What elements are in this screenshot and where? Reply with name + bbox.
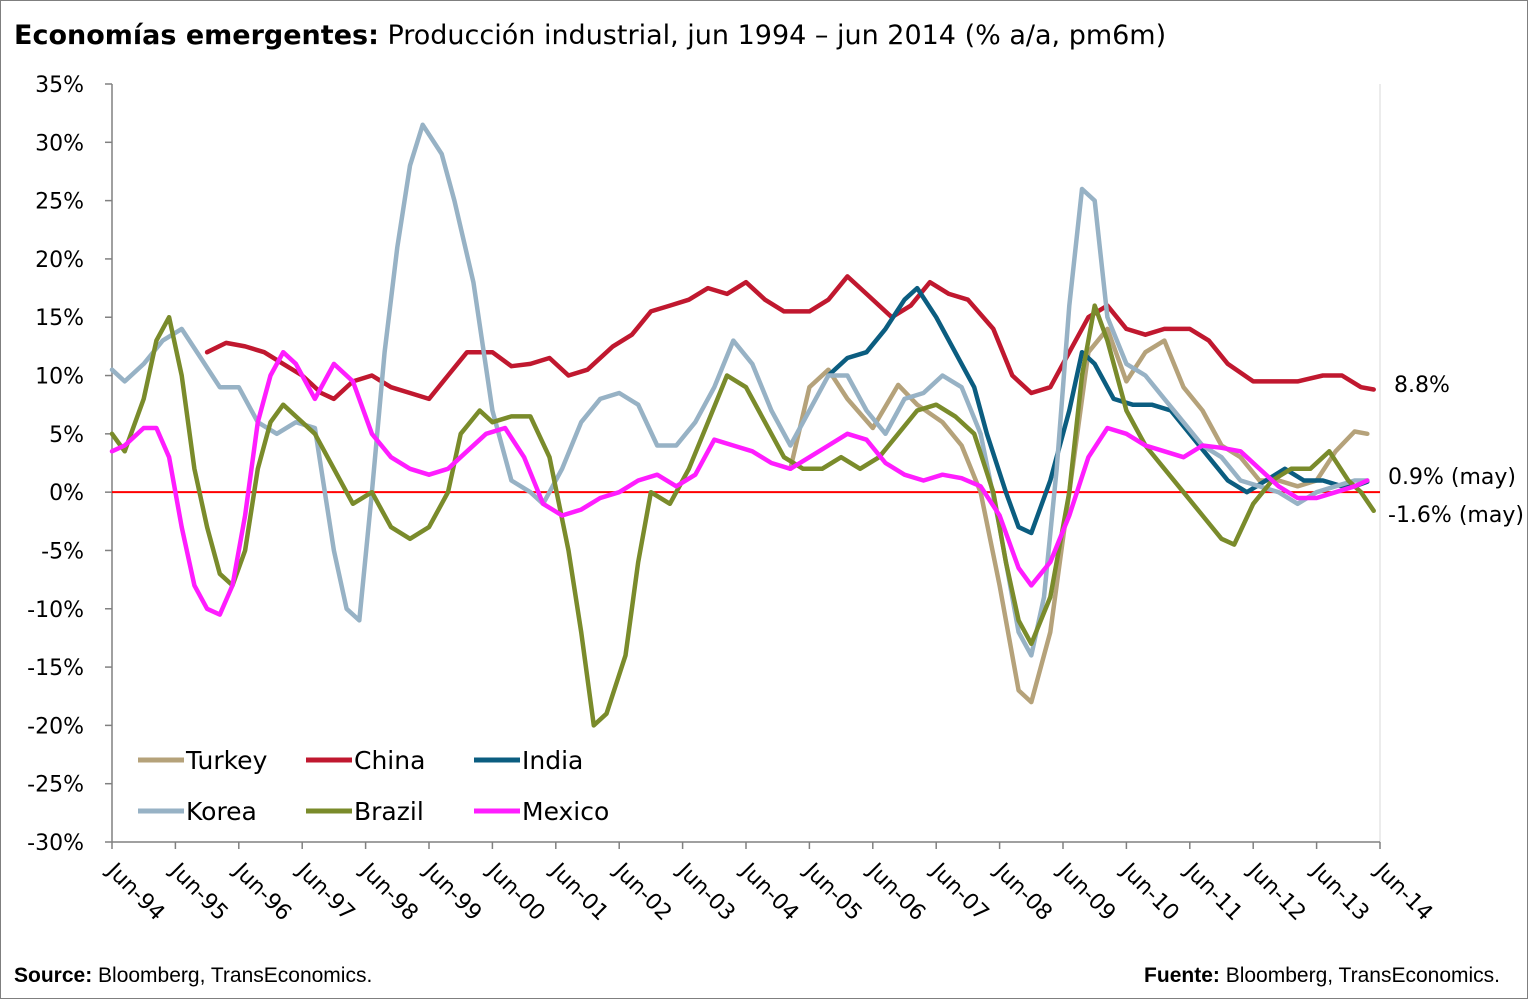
end-value-annotation: 8.8% <box>1394 373 1450 398</box>
legend-label-korea: Korea <box>186 797 257 826</box>
title-rest: Producción industrial, jun 1994 – jun 20… <box>378 20 1167 51</box>
title-bold: Economías emergentes: <box>14 20 379 51</box>
x-tick-label: Jun-09 <box>1051 857 1120 926</box>
y-tick-label: 20% <box>35 248 84 273</box>
x-tick-label: Jun-10 <box>1115 857 1184 926</box>
y-tick-label: -30% <box>27 831 84 856</box>
legend-label-turkey: Turkey <box>185 746 268 775</box>
y-tick-label: 10% <box>35 365 84 390</box>
y-tick-label: -15% <box>27 656 84 681</box>
x-tick-label: Jun-14 <box>1368 857 1437 926</box>
x-tick-label: Jun-13 <box>1305 857 1374 926</box>
footer-source-label: Source: <box>14 964 93 987</box>
y-tick-label: 15% <box>35 306 84 331</box>
footer-source-text: Bloomberg, TransEconomics. <box>92 964 373 987</box>
x-tick-label: Jun-05 <box>798 857 867 926</box>
end-value-annotation: -1.6% (may) <box>1388 503 1524 528</box>
footer-fuente: Fuente: Bloomberg, TransEconomics. <box>1144 964 1500 988</box>
x-tick-label: Jun-97 <box>291 857 360 926</box>
y-tick-label: 5% <box>49 423 84 448</box>
series-line-india <box>826 285 1370 536</box>
legend-label-india: India <box>522 746 583 775</box>
x-tick-label: Jun-03 <box>671 857 740 926</box>
y-tick-label: 25% <box>35 190 84 215</box>
y-tick-label: -10% <box>27 598 84 623</box>
x-tick-label: Jun-96 <box>227 857 296 926</box>
x-tick-label: Jun-08 <box>988 857 1057 926</box>
series-line-brazil <box>109 303 1376 728</box>
footer-fuente-text: Bloomberg, TransEconomics. <box>1219 964 1500 987</box>
x-tick-label: Jun-99 <box>417 857 486 926</box>
y-tick-label: -20% <box>27 714 84 739</box>
series-line-korea <box>109 122 1370 658</box>
x-tick-label: Jun-95 <box>164 857 233 926</box>
x-tick-label: Jun-00 <box>481 857 550 926</box>
footer-source: Source: Bloomberg, TransEconomics. <box>14 964 372 988</box>
legend-label-china: China <box>354 746 425 775</box>
x-tick-label: Jun-04 <box>734 857 803 926</box>
y-tick-label: 30% <box>35 131 84 156</box>
x-tick-label: Jun-07 <box>925 857 994 926</box>
x-tick-label: Jun-02 <box>608 857 677 926</box>
y-tick-label: 0% <box>49 481 84 506</box>
x-tick-label: Jun-01 <box>544 857 613 926</box>
x-tick-label: Jun-06 <box>861 857 930 926</box>
x-tick-label: Jun-11 <box>1178 857 1247 926</box>
y-tick-label: -25% <box>27 773 84 798</box>
chart-title: Economías emergentes: Producción industr… <box>14 20 1166 51</box>
end-value-annotation: 0.9% (may) <box>1388 465 1516 490</box>
series-line-mexico <box>109 349 1370 617</box>
footer-fuente-label: Fuente: <box>1144 964 1220 987</box>
series-line-china <box>204 274 1376 402</box>
x-tick-label: Jun-12 <box>1242 857 1311 926</box>
legend-label-brazil: Brazil <box>354 797 424 826</box>
y-tick-label: 35% <box>35 73 84 98</box>
x-tick-label: Jun-98 <box>354 857 423 926</box>
x-tick-label: Jun-94 <box>100 857 169 926</box>
line-chart: -30% -25% -20% -15% -10% -5% 0% 5% 10% 15% 20% 25% 3… <box>27 73 1524 926</box>
y-tick-label: -5% <box>41 539 84 564</box>
legend-label-mexico: Mexico <box>522 797 609 826</box>
